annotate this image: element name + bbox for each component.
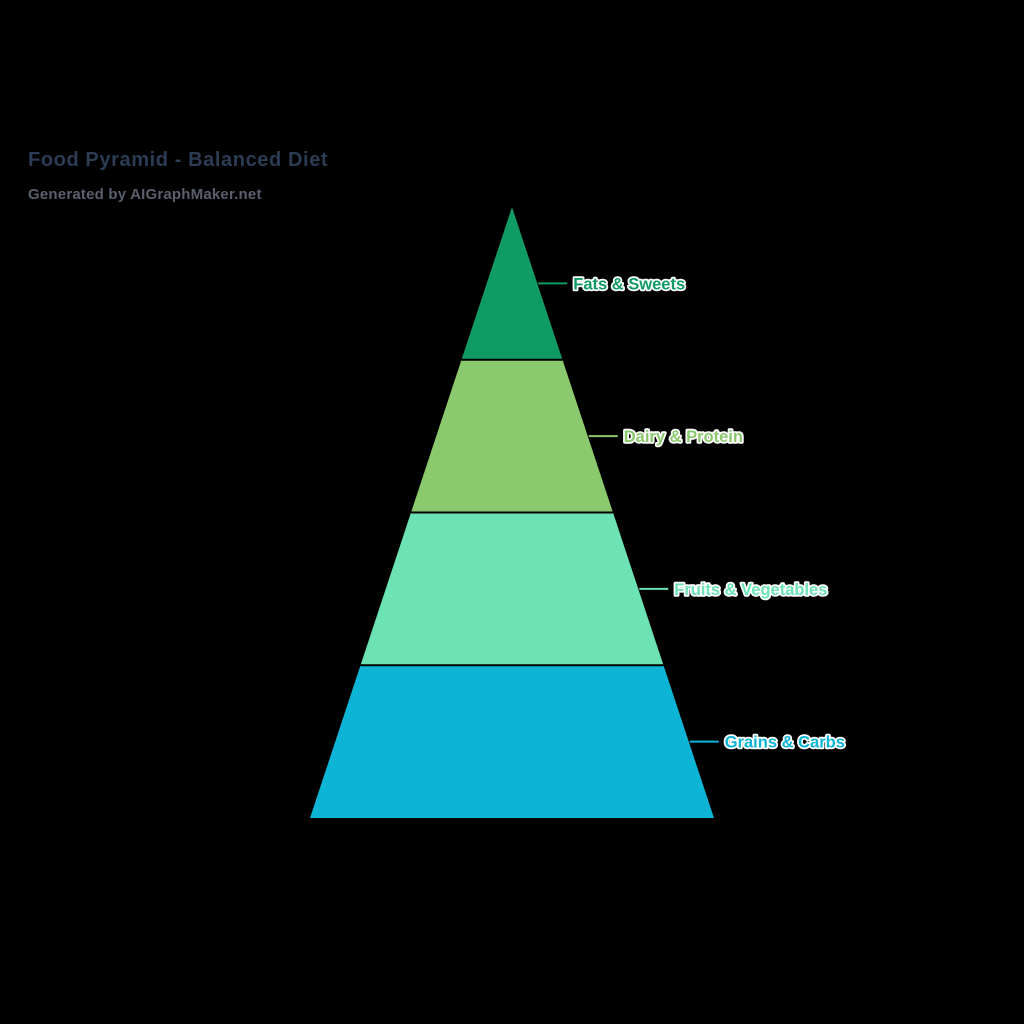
pyramid-segment-4 (310, 665, 714, 818)
pyramid-segment-2 (411, 359, 613, 513)
chart-title: Food Pyramid - Balanced Diet (28, 149, 329, 171)
segment-label-2: Dairy & Protein (624, 428, 743, 446)
segment-label-3: Fruits & Vegetables (674, 581, 827, 599)
segment-label-1: Fats & Sweets (573, 275, 685, 293)
chart-subtitle: Generated by AIGraphMaker.net (28, 186, 262, 203)
segment-label-4: Grains & Carbs (725, 734, 845, 752)
pyramid-segment-3 (360, 512, 664, 666)
pyramid-segment-1 (461, 207, 563, 360)
